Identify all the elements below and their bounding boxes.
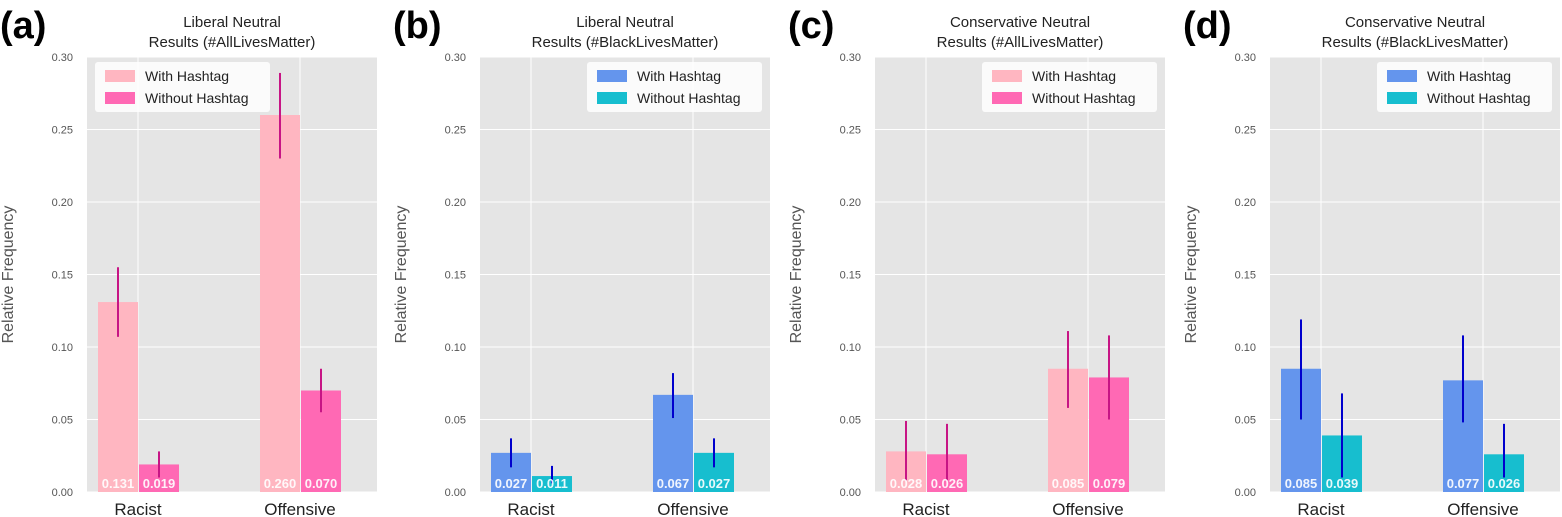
y-tick-label: 0.30 <box>840 52 861 64</box>
data-label: 0.131 <box>102 476 135 491</box>
y-tick-label: 0.15 <box>52 270 73 282</box>
legend-box <box>982 62 1157 112</box>
legend-label: With Hashtag <box>1032 68 1116 84</box>
chart-title: Results (#BlackLivesMatter) <box>1322 34 1509 51</box>
legend: With Hashtag Without Hashtag <box>1377 62 1552 112</box>
legend-box <box>95 62 270 112</box>
data-label: 0.085 <box>1285 476 1318 491</box>
x-tick-label: Offensive <box>1052 500 1124 517</box>
legend-swatch <box>597 92 627 104</box>
y-tick-label: 0.00 <box>52 487 73 499</box>
data-label: 0.028 <box>890 476 923 491</box>
data-label: 0.026 <box>931 476 964 491</box>
data-label: 0.085 <box>1052 476 1085 491</box>
y-tick-label: 0.15 <box>1235 270 1256 282</box>
panel-c: 0.00 0.05 0.10 0.15 0.20 0.25 0.30 Racist Offens… <box>788 5 1165 517</box>
data-label: 0.026 <box>1488 476 1521 491</box>
data-label: 0.070 <box>305 476 338 491</box>
data-label: 0.067 <box>657 476 690 491</box>
y-axis-label: Relative Frequency <box>0 206 17 344</box>
x-tick-label: Racist <box>507 500 555 517</box>
legend-label: Without Hashtag <box>1032 90 1136 106</box>
bar <box>532 476 572 492</box>
legend-swatch <box>992 70 1022 82</box>
y-tick-label: 0.15 <box>445 270 466 282</box>
y-tick-label: 0.10 <box>840 342 861 354</box>
y-tick-label: 0.30 <box>1235 52 1256 64</box>
legend-swatch <box>597 70 627 82</box>
y-tick-label: 0.05 <box>840 415 861 427</box>
y-tick-label: 0.05 <box>445 415 466 427</box>
legend: With Hashtag Without Hashtag <box>587 62 762 112</box>
legend-label: Without Hashtag <box>1427 90 1531 106</box>
panel-label: (d) <box>1183 5 1232 47</box>
legend-swatch <box>1387 70 1417 82</box>
y-tick-label: 0.05 <box>52 415 73 427</box>
panel-label: (a) <box>0 5 46 47</box>
legend-box <box>1377 62 1552 112</box>
data-label: 0.039 <box>1326 476 1359 491</box>
panel-label: (b) <box>393 5 442 47</box>
y-tick-label: 0.10 <box>445 342 466 354</box>
y-tick-label: 0.00 <box>445 487 466 499</box>
panel-label: (c) <box>788 5 834 47</box>
legend-label: With Hashtag <box>1427 68 1511 84</box>
y-tick-label: 0.25 <box>52 125 73 137</box>
legend-label: With Hashtag <box>145 68 229 84</box>
data-label: 0.027 <box>698 476 731 491</box>
legend-label: With Hashtag <box>637 68 721 84</box>
y-tick-label: 0.30 <box>52 52 73 64</box>
x-tick-label: Offensive <box>1447 500 1519 517</box>
y-tick-label: 0.00 <box>840 487 861 499</box>
data-label: 0.260 <box>264 476 297 491</box>
data-label: 0.019 <box>143 476 176 491</box>
chart-title: Conservative Neutral <box>950 14 1090 31</box>
legend-swatch <box>105 92 135 104</box>
y-tick-label: 0.20 <box>52 197 73 209</box>
bar <box>260 115 300 492</box>
panel-a: 0.00 0.05 0.10 0.15 0.20 0.25 0.30 Racist Offens… <box>0 5 377 517</box>
y-tick-label: 0.25 <box>840 125 861 137</box>
legend-swatch <box>1387 92 1417 104</box>
data-label: 0.011 <box>536 476 568 491</box>
x-tick-label: Racist <box>114 500 162 517</box>
legend-box <box>587 62 762 112</box>
chart-title: Results (#BlackLivesMatter) <box>532 34 719 51</box>
x-tick-label: Racist <box>1297 500 1345 517</box>
y-tick-label: 0.10 <box>1235 342 1256 354</box>
y-tick-label: 0.20 <box>445 197 466 209</box>
y-tick-label: 0.00 <box>1235 487 1256 499</box>
y-tick-label: 0.20 <box>1235 197 1256 209</box>
chart-title: Liberal Neutral <box>576 14 674 31</box>
legend: With Hashtag Without Hashtag <box>95 62 270 112</box>
data-label: 0.027 <box>495 476 528 491</box>
chart-title: Results (#AllLivesMatter) <box>149 34 316 51</box>
y-tick-label: 0.25 <box>445 125 466 137</box>
chart-title: Liberal Neutral <box>183 14 281 31</box>
x-tick-label: Offensive <box>264 500 336 517</box>
legend-swatch <box>105 70 135 82</box>
x-tick-label: Offensive <box>657 500 729 517</box>
panel-b: 0.00 0.05 0.10 0.15 0.20 0.25 0.30 Racist Offens… <box>393 5 770 517</box>
x-tick-label: Racist <box>902 500 950 517</box>
y-axis-label: Relative Frequency <box>788 206 805 344</box>
legend-label: Without Hashtag <box>637 90 741 106</box>
chart-title: Results (#AllLivesMatter) <box>937 34 1104 51</box>
y-axis-label: Relative Frequency <box>393 206 410 344</box>
data-label: 0.079 <box>1093 476 1126 491</box>
y-tick-label: 0.15 <box>840 270 861 282</box>
panel-d: 0.00 0.05 0.10 0.15 0.20 0.25 0.30 Racist Offens… <box>1183 5 1560 517</box>
y-tick-label: 0.05 <box>1235 415 1256 427</box>
y-axis-label: Relative Frequency <box>1183 206 1200 344</box>
y-tick-label: 0.30 <box>445 52 466 64</box>
y-tick-label: 0.25 <box>1235 125 1256 137</box>
data-label: 0.077 <box>1447 476 1480 491</box>
chart-title: Conservative Neutral <box>1345 14 1485 31</box>
legend: With Hashtag Without Hashtag <box>982 62 1157 112</box>
legend-label: Without Hashtag <box>145 90 249 106</box>
legend-swatch <box>992 92 1022 104</box>
y-tick-label: 0.20 <box>840 197 861 209</box>
y-tick-label: 0.10 <box>52 342 73 354</box>
